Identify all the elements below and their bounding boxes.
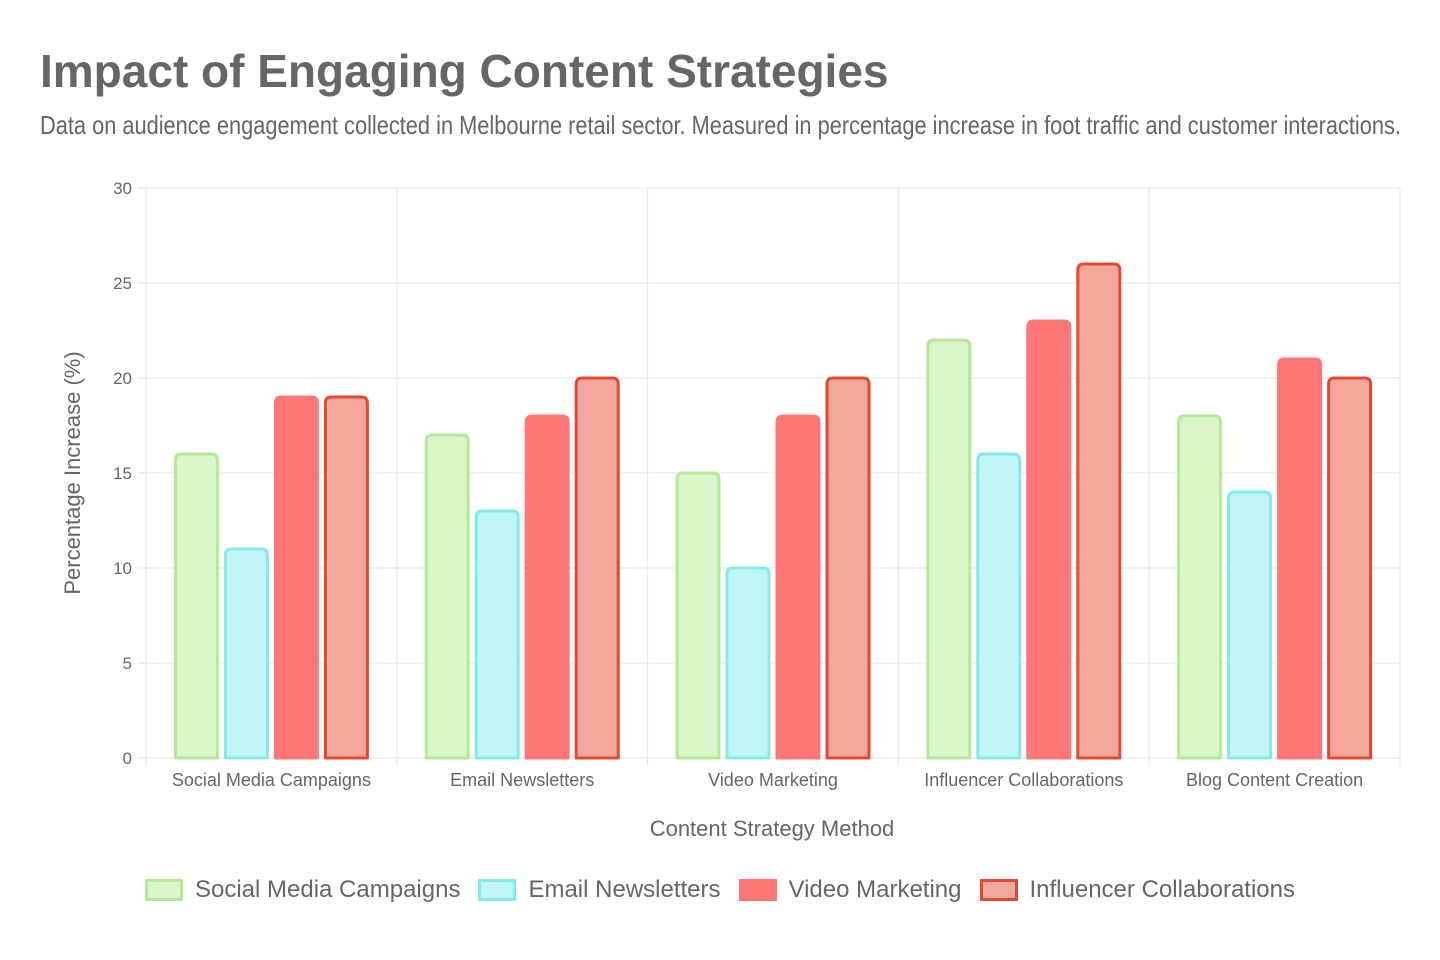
bar-social-media-campaigns-video-marketing (675, 471, 721, 760)
bar-social-media-campaigns-email-newsletters (424, 433, 470, 760)
y-tick-labels: 0 5 10 15 20 25 30 (113, 179, 132, 768)
legend-item[interactable]: Email Newsletters (478, 876, 721, 904)
bar-social-media-campaigns-social-media-campaigns (173, 452, 219, 760)
y-tick-label: 5 (123, 654, 132, 673)
legend-swatch (979, 879, 1018, 901)
legend-swatch (478, 879, 517, 901)
bar-video-marketing-email-newsletters (524, 414, 570, 760)
x-tick-label: Email Newsletters (450, 770, 594, 790)
bar-email-newsletters-video-marketing (725, 566, 771, 760)
legend-label: Video Marketing (788, 876, 962, 903)
y-tick-label: 30 (113, 179, 132, 198)
legend-label: Social Media Campaigns (194, 876, 461, 903)
x-axis-label: Content Strategy Method (650, 816, 895, 841)
x-tick-label: Social Media Campaigns (172, 770, 371, 790)
x-tick-labels: Social Media Campaigns Email Newsletters V… (172, 770, 1363, 790)
chart-title: Impact of Engaging Content Strategies (40, 45, 889, 97)
bar-influencer-collaborations-blog-content-creation (1327, 376, 1373, 760)
y-tick-label: 15 (113, 464, 132, 483)
x-tick-label: Blog Content Creation (1186, 770, 1363, 790)
legend: Social Media Campaigns Email Newsletters V… (0, 876, 1440, 904)
legend-item[interactable]: Influencer Collaborations (979, 876, 1296, 904)
bar-video-marketing-video-marketing (775, 414, 821, 760)
bar-influencer-collaborations-video-marketing (825, 376, 871, 760)
y-tick-label: 20 (113, 369, 132, 388)
chart-subtitle: Data on audience engagement collected in… (40, 110, 1401, 140)
bars (173, 262, 1373, 760)
legend-item[interactable]: Video Marketing (738, 876, 962, 904)
y-axis-label: Percentage Increase (%) (60, 351, 85, 594)
bar-influencer-collaborations-email-newsletters (574, 376, 620, 760)
bar-influencer-collaborations-social-media-campaigns (323, 395, 369, 760)
x-tick-label: Video Marketing (708, 770, 838, 790)
bar-email-newsletters-social-media-campaigns (223, 547, 269, 760)
bar-social-media-campaigns-blog-content-creation (1177, 414, 1223, 760)
y-tick-label: 0 (123, 749, 132, 768)
legend-swatch (738, 879, 777, 901)
legend-item[interactable]: Social Media Campaigns (144, 876, 461, 904)
y-tick-label: 10 (113, 559, 132, 578)
bar-influencer-collaborations-influencer-collaborations (1076, 262, 1122, 760)
bar-email-newsletters-influencer-collaborations (976, 452, 1022, 760)
y-tick-label: 25 (113, 274, 132, 293)
x-tick-label: Influencer Collaborations (924, 770, 1123, 790)
bar-email-newsletters-blog-content-creation (1227, 490, 1273, 760)
bar-email-newsletters-email-newsletters (474, 509, 520, 760)
bar-video-marketing-influencer-collaborations (1026, 319, 1072, 760)
bar-video-marketing-blog-content-creation (1277, 357, 1323, 760)
bar-video-marketing-social-media-campaigns (273, 395, 319, 760)
bar-social-media-campaigns-influencer-collaborations (926, 338, 972, 760)
legend-swatch (144, 879, 183, 901)
legend-label: Email Newsletters (528, 876, 721, 903)
legend-label: Influencer Collaborations (1029, 876, 1296, 903)
